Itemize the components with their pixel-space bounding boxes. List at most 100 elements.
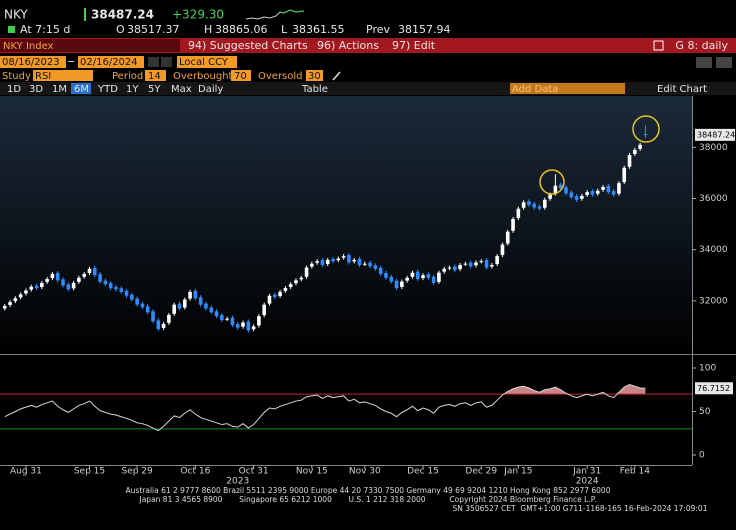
- candle-body: [87, 268, 92, 273]
- candle-body: [421, 275, 425, 279]
- rsi-panel: [0, 356, 692, 465]
- candle-body: [611, 191, 616, 195]
- candle-body: [114, 287, 118, 290]
- price-panel: [0, 96, 692, 354]
- candle-body: [633, 149, 637, 154]
- menu-item[interactable]: 97) Edit: [392, 39, 436, 52]
- period-button[interactable]: 1D: [7, 84, 21, 95]
- candle-body: [71, 282, 76, 289]
- candle-body: [415, 271, 420, 280]
- launch-icon[interactable]: [653, 40, 664, 51]
- period-button[interactable]: 3D: [29, 84, 43, 95]
- x-tick-label: Jan 31: [572, 467, 601, 477]
- candle-body: [55, 272, 60, 281]
- candle-body: [299, 277, 304, 280]
- candle-body: [495, 256, 499, 264]
- period-box[interactable]: [145, 70, 166, 81]
- redo-button[interactable]: [716, 57, 732, 68]
- period-button[interactable]: YTD: [97, 84, 118, 95]
- candle-body: [145, 306, 150, 313]
- period-button[interactable]: 5Y: [148, 84, 161, 95]
- edit-chart[interactable]: Edit Chart: [657, 84, 707, 95]
- candle-body: [564, 187, 568, 194]
- highlight-circle: [539, 169, 565, 195]
- currency-box[interactable]: [177, 56, 237, 68]
- period: 14: [148, 71, 161, 82]
- candle-body: [50, 273, 55, 279]
- candle-body: [479, 261, 484, 263]
- overbought-box[interactable]: [231, 70, 251, 81]
- candle-body: [230, 317, 235, 326]
- x-tick-label: Sep 29: [121, 467, 153, 477]
- candle-body: [368, 262, 372, 267]
- study-box[interactable]: [33, 70, 93, 81]
- candle-body: [283, 288, 288, 291]
- rsi-last-label: 76.7152: [697, 384, 730, 393]
- candle-body: [378, 267, 383, 274]
- candle-body: [82, 273, 86, 277]
- period-button[interactable]: 1M: [52, 84, 67, 95]
- add-data-box[interactable]: [510, 83, 625, 94]
- candle-body: [288, 284, 293, 288]
- candle-body: [431, 276, 436, 283]
- period-button[interactable]: 6M: [74, 84, 89, 95]
- chart-marks: 32000 34000 36000 38000 0 50 100 Aug 31 Sep 15 Se…: [0, 125, 735, 487]
- candle-body: [585, 192, 589, 195]
- candle-body: [341, 256, 346, 258]
- candle-body: [357, 258, 362, 266]
- candle-body: [532, 203, 537, 208]
- candle-body: [606, 185, 611, 193]
- candle-body: [66, 284, 71, 290]
- x-tick-label: Oct 31: [239, 467, 269, 477]
- candle-body: [214, 311, 219, 317]
- candle-body: [167, 314, 171, 323]
- end-date-box[interactable]: [78, 56, 144, 68]
- candle-body: [447, 267, 452, 269]
- prev: 38157.94: [398, 23, 451, 36]
- candle-body: [537, 206, 542, 209]
- start-date-box[interactable]: [0, 56, 66, 68]
- oversold-label: Oversold: [258, 71, 303, 82]
- candle-body: [251, 326, 256, 330]
- rsi-tick-label: 100: [699, 364, 716, 374]
- candle-body: [315, 261, 319, 263]
- footer-line: Australia 61 2 9777 8600 Brazil 5511 239…: [126, 486, 611, 495]
- x-tick-label: Dec 29: [465, 467, 497, 477]
- year-label: 2023: [226, 477, 249, 487]
- x-tick-label: Nov 15: [296, 467, 328, 477]
- candle-body: [474, 262, 478, 266]
- candle-body: [458, 265, 462, 270]
- period-button[interactable]: 1Y: [126, 84, 139, 95]
- footer-line: SN 3506527 CET GMT+1:00 G711-1168-165 16…: [453, 504, 708, 513]
- candle-body: [400, 281, 404, 288]
- candle-body: [182, 299, 187, 308]
- y-tick-label: 32000: [699, 296, 728, 306]
- rsi-overbought-fill: [4, 384, 646, 395]
- candle-body: [267, 295, 272, 304]
- open-label: O: [116, 23, 125, 36]
- x-tick-label: Aug 31: [10, 467, 42, 477]
- security-box[interactable]: [0, 39, 180, 52]
- pencil-icon[interactable]: [332, 71, 341, 81]
- candle-body: [61, 279, 65, 286]
- candle-body: [643, 134, 648, 136]
- frequency[interactable]: Daily: [198, 84, 223, 95]
- last-price: 38487.24: [91, 8, 154, 22]
- candle-body: [521, 202, 526, 208]
- oversold-box[interactable]: [306, 70, 323, 81]
- next-button[interactable]: [161, 57, 172, 67]
- last-price-label: 38487.24: [697, 130, 735, 139]
- undo-button[interactable]: [696, 57, 712, 68]
- prev-button[interactable]: [148, 57, 159, 67]
- candle-body: [320, 260, 325, 266]
- candle-body: [225, 318, 229, 320]
- candle-body: [92, 267, 97, 276]
- period-button[interactable]: Max: [171, 84, 192, 95]
- table-button[interactable]: Table: [301, 84, 328, 95]
- menu-item[interactable]: 96) Actions: [317, 39, 379, 52]
- toolbar: [0, 38, 736, 53]
- menu-item[interactable]: 94) Suggested Charts: [188, 39, 308, 52]
- candle-body: [40, 282, 44, 288]
- overbought-label: Overbought: [173, 71, 233, 82]
- candle-body: [278, 291, 282, 296]
